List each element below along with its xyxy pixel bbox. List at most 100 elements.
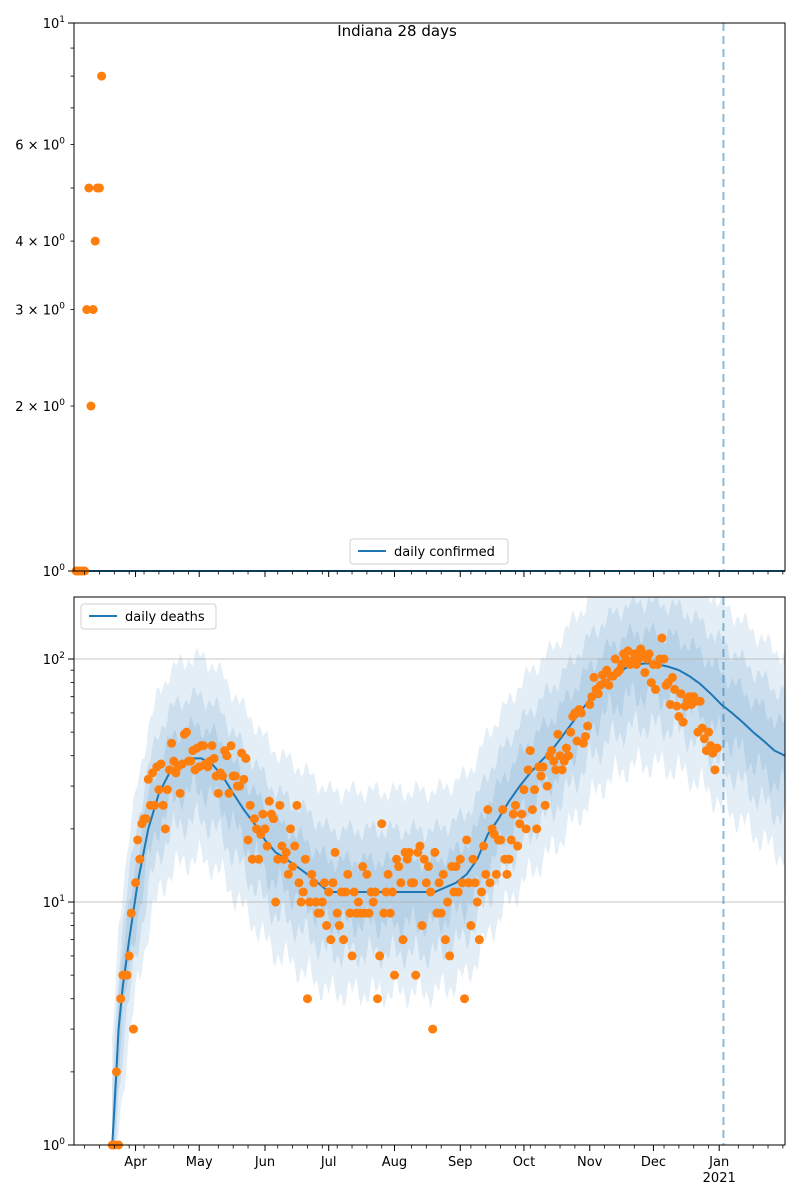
observed-point [249, 814, 259, 824]
observed-point [485, 878, 495, 888]
observed-point [604, 680, 614, 690]
observed-point [307, 869, 317, 879]
x-tick-label: Oct [513, 1155, 535, 1170]
observed-point [288, 862, 298, 872]
observed-point [328, 878, 338, 888]
observed-point [585, 699, 595, 709]
observed-point [298, 887, 308, 897]
observed-point [672, 701, 682, 711]
observed-point [527, 805, 537, 815]
observed-point [82, 305, 92, 315]
deaths-plot-frame [73, 596, 786, 1146]
observed-point [402, 854, 412, 864]
observed-point [97, 71, 107, 81]
observed-point [319, 878, 329, 888]
observed-point [411, 970, 421, 980]
observed-point [254, 854, 264, 864]
confirmed-y-ticks: 100 2 × 100 3 × 100 4 × 100 6 × 100 101 [15, 15, 74, 580]
observed-point [564, 751, 574, 761]
observed-point [589, 672, 599, 682]
y-tick-label: 2 × 100 [15, 398, 65, 415]
observed-point [557, 765, 567, 775]
y-tick-label: 101 [43, 894, 65, 911]
observed-point [610, 654, 620, 664]
observed-point [644, 649, 654, 659]
observed-point [133, 835, 143, 845]
observed-point [247, 854, 257, 864]
observed-point [659, 654, 669, 664]
observed-point [226, 741, 236, 751]
observed-point [88, 305, 98, 315]
observed-point [651, 684, 661, 694]
observed-point [515, 819, 525, 829]
deaths-band [112, 621, 785, 1145]
observed-point [324, 887, 334, 897]
x-tick-label: Apr [124, 1155, 147, 1170]
observed-point [398, 935, 408, 945]
x-axis-ticks: Apr May Jun Jul Aug Sep Oct Nov Dec Jan [84, 1145, 784, 1170]
observed-point [566, 727, 576, 737]
observed-point [417, 921, 427, 931]
deaths-band [112, 597, 785, 1145]
observed-point [676, 689, 686, 699]
confirmed-observed-points [71, 71, 107, 576]
observed-point [218, 771, 228, 781]
observed-point [370, 887, 380, 897]
observed-point [409, 878, 419, 888]
observed-point [640, 668, 650, 678]
observed-point [436, 908, 446, 918]
observed-point [160, 824, 170, 834]
observed-point [375, 951, 385, 961]
observed-point [476, 887, 486, 897]
observed-point [222, 751, 232, 761]
observed-point [580, 731, 590, 741]
observed-point [578, 738, 588, 748]
y-tick-label: 4 × 100 [15, 233, 65, 250]
observed-point [525, 746, 535, 756]
observed-point [279, 854, 289, 864]
x-tick-label: Jul [320, 1155, 337, 1170]
observed-point [438, 869, 448, 879]
observed-point [128, 1024, 138, 1034]
observed-point [695, 696, 705, 706]
observed-point [283, 869, 293, 879]
confirmed-plot-area [74, 23, 785, 571]
observed-point [419, 854, 429, 864]
observed-point [362, 869, 372, 879]
observed-point [491, 869, 501, 879]
observed-point [364, 908, 374, 918]
observed-point [239, 774, 249, 784]
observed-point [464, 878, 474, 888]
observed-point [277, 841, 287, 851]
observed-point [305, 897, 315, 907]
observed-point [198, 741, 208, 751]
observed-point [302, 994, 312, 1004]
observed-point [84, 183, 94, 193]
observed-point [379, 908, 389, 918]
confirmed-panel: 100 2 × 100 3 × 100 4 × 100 6 × 100 101 India… [15, 15, 786, 580]
x-tick-label: Sep [448, 1155, 473, 1170]
deaths-observed-points [107, 633, 722, 1150]
observed-point [230, 771, 240, 781]
observed-point [646, 678, 656, 688]
observed-point [426, 887, 436, 897]
deaths-legend: daily deaths [80, 603, 217, 630]
observed-point [373, 994, 383, 1004]
observed-point [542, 781, 552, 791]
observed-point [224, 788, 234, 798]
observed-point [704, 727, 714, 737]
observed-point [504, 854, 514, 864]
x-tick-label: Jan [708, 1155, 729, 1170]
observed-point [258, 809, 268, 819]
observed-point [593, 689, 603, 699]
observed-point [678, 717, 688, 727]
x-tick-label: Nov [577, 1155, 603, 1170]
deaths-y-ticks: 100 101 102 [43, 651, 74, 1154]
legend-box [349, 538, 509, 565]
observed-point [273, 854, 283, 864]
observed-point [311, 897, 321, 907]
observed-point [583, 721, 593, 731]
observed-point [209, 753, 219, 763]
observed-point [513, 841, 523, 851]
observed-point [158, 800, 168, 810]
